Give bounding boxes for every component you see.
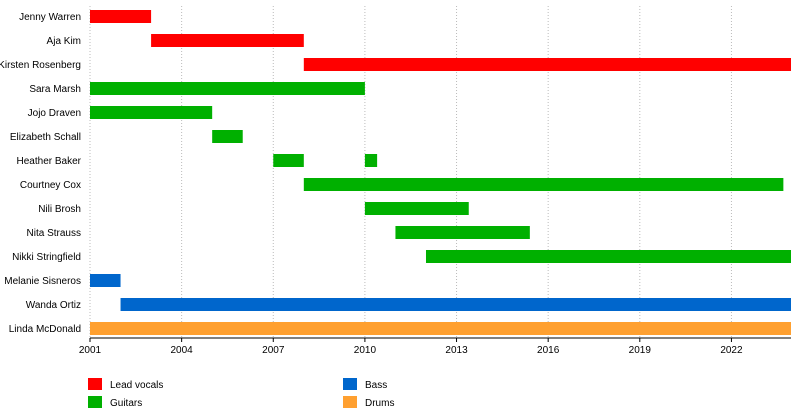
member-name-jenny-warren: Jenny Warren xyxy=(19,12,81,23)
legend-swatch-guitars xyxy=(88,396,102,408)
bar-nili-brosh-0 xyxy=(364,202,469,215)
bar-kirsten-rosenberg-0 xyxy=(303,58,791,71)
member-name-courtney-cox: Courtney Cox xyxy=(20,180,81,191)
member-name-melanie-sisneros: Melanie Sisneros xyxy=(4,276,81,287)
x-tick-label-2013: 2013 xyxy=(445,345,468,356)
bar-jojo-draven-0 xyxy=(90,106,213,119)
x-tick-label-2010: 2010 xyxy=(354,345,377,356)
member-name-jojo-draven: Jojo Draven xyxy=(28,108,81,119)
member-names-layer: Jenny Warren Aja Kim Kirsten Rosenberg Sara… xyxy=(0,12,82,335)
member-name-kirsten-rosenberg: Kirsten Rosenberg xyxy=(0,60,81,71)
bar-nikki-stringfield-0 xyxy=(425,250,791,263)
member-name-nikki-stringfield: Nikki Stringfield xyxy=(12,252,81,263)
bar-elizabeth-schall-0 xyxy=(212,130,243,143)
bar-linda-mcdonald-0 xyxy=(90,322,791,335)
bar-heather-baker-1 xyxy=(364,154,378,167)
legend-label-bass: Bass xyxy=(365,380,387,391)
bar-aja-kim-0 xyxy=(151,34,304,47)
member-name-nili-brosh: Nili Brosh xyxy=(38,204,81,215)
bar-wanda-ortiz-0 xyxy=(120,298,791,311)
legend-swatch-bass xyxy=(343,378,357,390)
member-name-wanda-ortiz: Wanda Ortiz xyxy=(26,300,81,311)
bar-melanie-sisneros-0 xyxy=(90,274,121,287)
x-axis: 2001 2004 2007 2010 2013 2016 2019 2022 xyxy=(79,337,791,356)
member-name-sara-marsh: Sara Marsh xyxy=(29,84,81,95)
member-name-nita-strauss: Nita Strauss xyxy=(27,228,81,239)
grid-layer xyxy=(89,6,732,338)
bar-courtney-cox-0 xyxy=(303,178,784,191)
x-tick-label-2007: 2007 xyxy=(262,345,285,356)
x-tick-label-2001: 2001 xyxy=(79,345,102,356)
x-tick-label-2022: 2022 xyxy=(720,345,743,356)
bar-heather-baker-0 xyxy=(273,154,304,167)
bars-layer xyxy=(90,10,791,335)
legend-label-lead-vocals: Lead vocals xyxy=(110,380,163,391)
legend-swatch-drums xyxy=(343,396,357,408)
bar-sara-marsh-0 xyxy=(90,82,365,95)
member-name-linda-mcdonald: Linda McDonald xyxy=(9,324,81,335)
bar-jenny-warren-0 xyxy=(90,10,152,23)
member-name-heather-baker: Heather Baker xyxy=(17,156,82,167)
x-tick-label-2019: 2019 xyxy=(629,345,652,356)
legend-label-guitars: Guitars xyxy=(110,398,142,409)
legend-swatch-lead-vocals xyxy=(88,378,102,390)
legend: Lead vocals Guitars Bass Drums xyxy=(88,378,394,409)
legend-label-drums: Drums xyxy=(365,398,394,409)
x-tick-label-2004: 2004 xyxy=(171,345,194,356)
member-name-aja-kim: Aja Kim xyxy=(47,36,81,47)
member-name-elizabeth-schall: Elizabeth Schall xyxy=(10,132,81,143)
x-tick-label-2016: 2016 xyxy=(537,345,560,356)
bar-nita-strauss-0 xyxy=(395,226,530,239)
